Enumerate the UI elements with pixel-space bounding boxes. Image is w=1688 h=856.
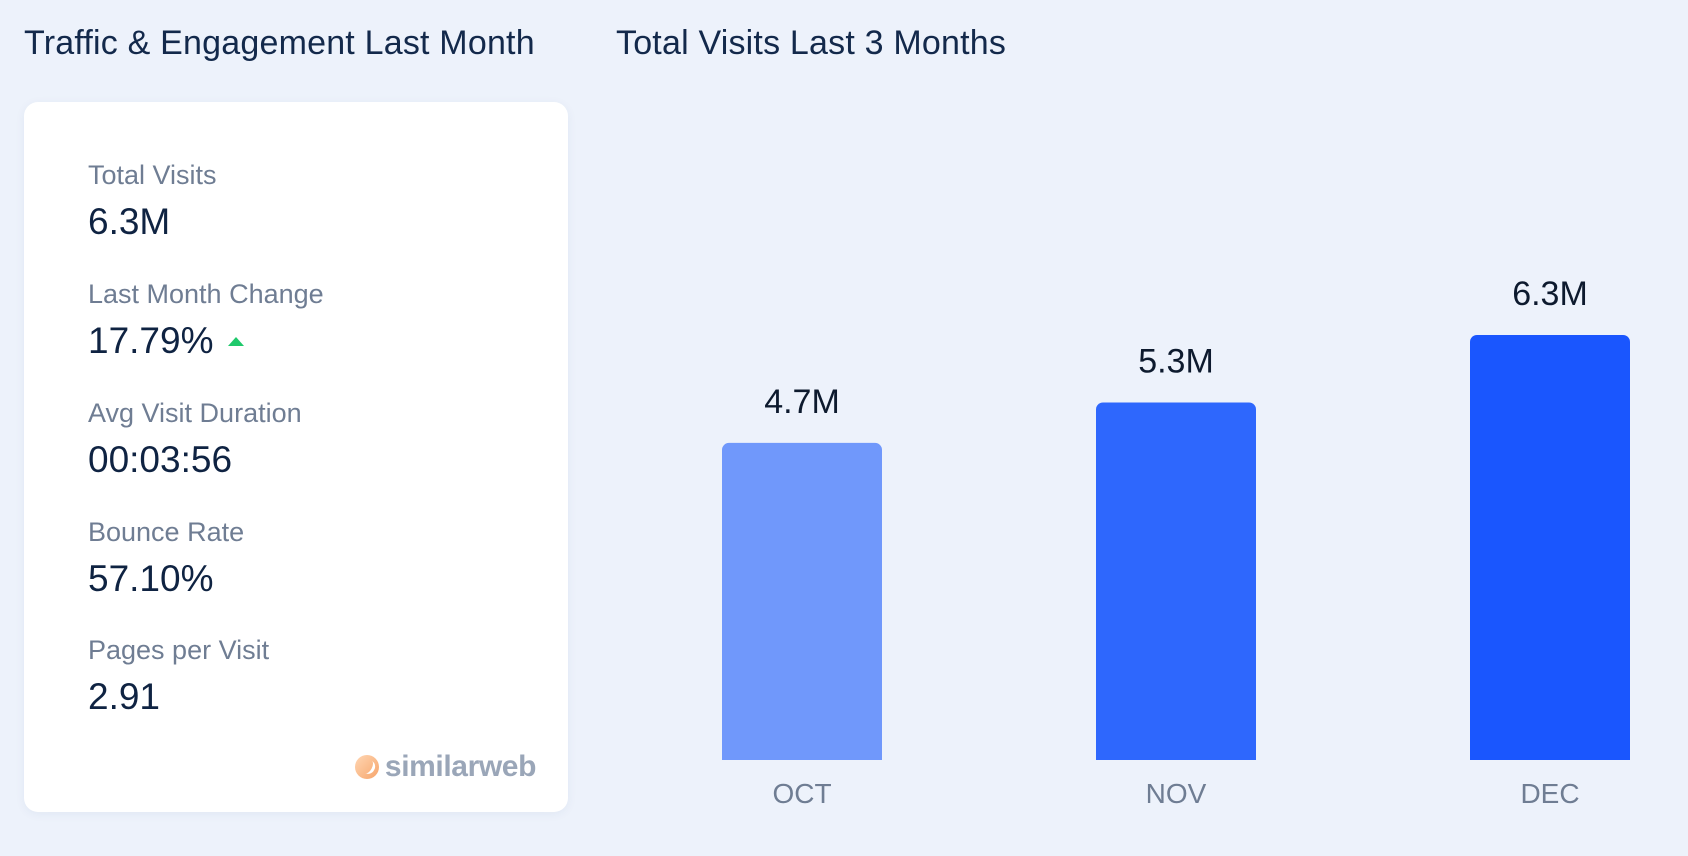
metric-value: 00:03:56 bbox=[88, 439, 302, 481]
bar-oct bbox=[722, 442, 882, 760]
metric-label: Bounce Rate bbox=[88, 517, 245, 547]
bar-value-label: 5.3M bbox=[1138, 342, 1214, 380]
metric-label: Avg Visit Duration bbox=[88, 398, 302, 428]
bar-dec bbox=[1470, 335, 1630, 760]
trend-up-icon bbox=[227, 336, 244, 346]
engagement-card: Total Visits 6.3M Last Month Change 17.7… bbox=[24, 102, 568, 812]
x-axis-category-label: OCT bbox=[772, 778, 831, 809]
similarweb-logo: similarweb bbox=[354, 750, 536, 784]
total-visits-bar-chart: 4.7M OCT 5.3M NOV 6.3M DEC bbox=[722, 275, 1630, 809]
bar-nov bbox=[1096, 402, 1256, 760]
traffic-engagement-title: Traffic & Engagement Last Month bbox=[24, 24, 535, 62]
bar-base-oct bbox=[722, 752, 882, 760]
total-visits-title: Total Visits Last 3 Months bbox=[616, 24, 1007, 62]
metric-last-month-change: Last Month Change 17.79% bbox=[88, 279, 324, 362]
metric-label: Last Month Change bbox=[88, 279, 324, 309]
metric-value: 2.91 bbox=[88, 676, 269, 718]
metric-value-text: 00:03:56 bbox=[88, 439, 233, 480]
metric-value-text: 57.10% bbox=[88, 558, 214, 599]
metric-value: 6.3M bbox=[88, 201, 217, 243]
metric-label: Pages per Visit bbox=[88, 635, 270, 665]
bar-base-nov bbox=[1096, 752, 1256, 760]
metric-label: Total Visits bbox=[88, 160, 217, 190]
bar-base-dec bbox=[1470, 752, 1630, 760]
metric-avg-visit-duration: Avg Visit Duration 00:03:56 bbox=[88, 398, 302, 481]
metric-value-text: 17.79% bbox=[88, 320, 214, 361]
metric-pages-per-visit: Pages per Visit 2.91 bbox=[88, 635, 269, 718]
metric-value-text: 6.3M bbox=[88, 201, 171, 242]
logo-text: similarweb bbox=[384, 750, 536, 783]
metric-value: 57.10% bbox=[88, 558, 244, 600]
x-axis-category-label: NOV bbox=[1146, 778, 1207, 809]
bar-value-label: 6.3M bbox=[1512, 275, 1588, 313]
x-axis-category-label: DEC bbox=[1520, 778, 1579, 809]
bar-value-label: 4.7M bbox=[764, 383, 840, 421]
metric-bounce-rate: Bounce Rate 57.10% bbox=[88, 517, 244, 600]
similarweb-logo-icon bbox=[354, 755, 379, 779]
metric-value: 17.79% bbox=[88, 320, 324, 362]
metric-value-text: 2.91 bbox=[88, 676, 161, 717]
metric-total-visits: Total Visits 6.3M bbox=[88, 160, 217, 243]
